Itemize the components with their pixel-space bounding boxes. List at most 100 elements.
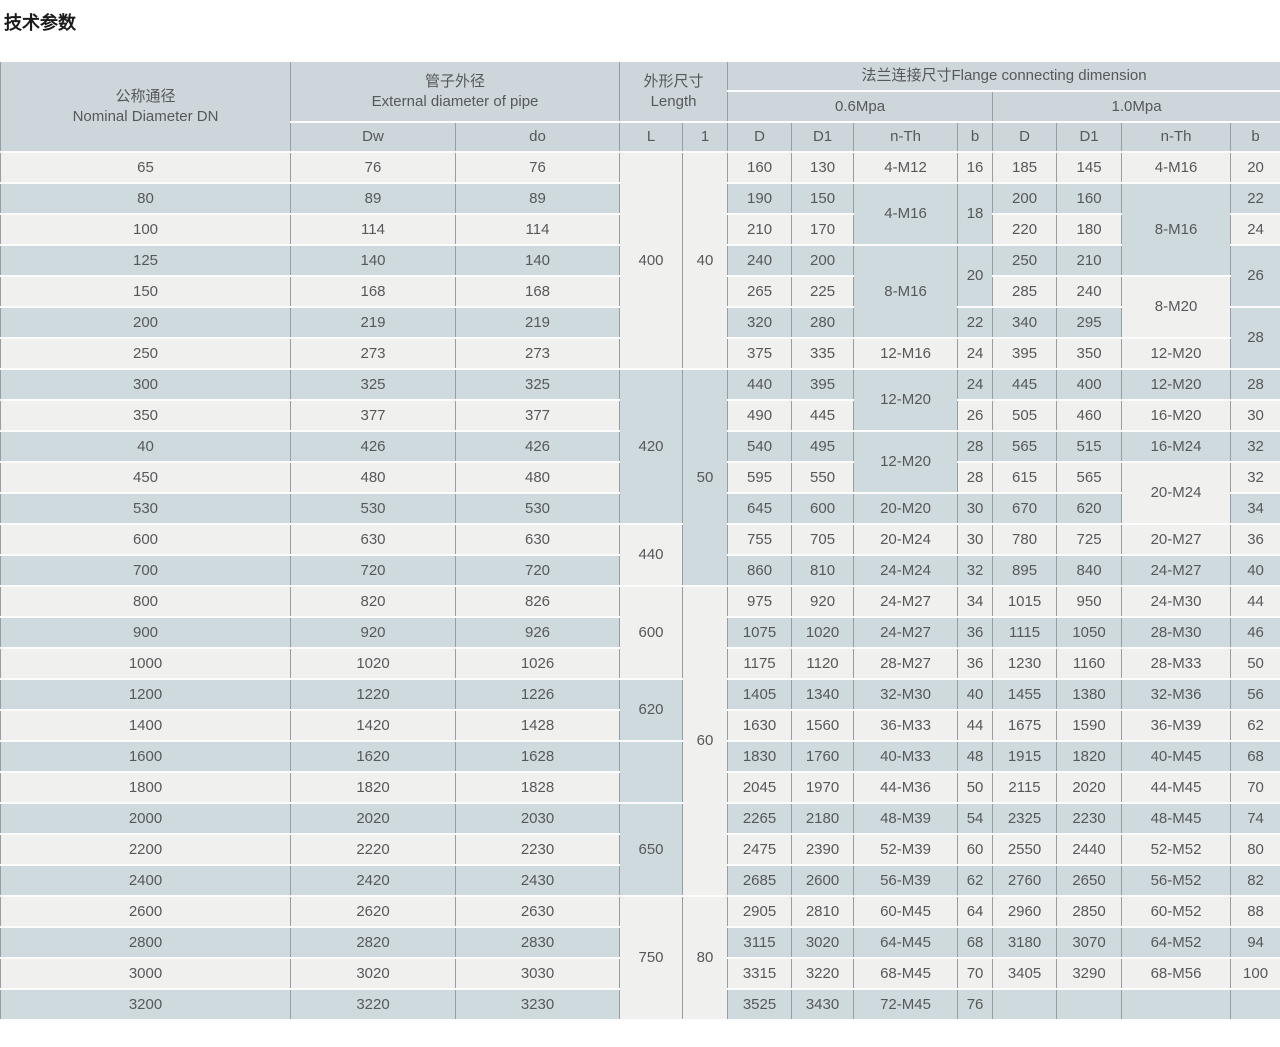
table-cell: 26 [958,400,993,431]
table-cell: 530 [456,493,620,524]
table-cell: 1600 [1,741,291,772]
table-cell: 225 [792,276,854,307]
table-cell: 44-M45 [1122,772,1231,803]
table-cell: 64-M52 [1122,927,1231,958]
table-cell: 3315 [728,958,792,989]
table-cell: 426 [456,431,620,462]
table-cell: 36 [1231,524,1280,555]
table-cell: 630 [456,524,620,555]
table-cell: 1075 [728,617,792,648]
table-cell: 1026 [456,648,620,679]
table-cell: 114 [456,214,620,245]
table-cell: 12-M20 [1122,369,1231,400]
table-cell: 1630 [728,710,792,741]
table-cell: 1340 [792,679,854,710]
header-col-do: do [456,122,620,152]
table-cell: 420 [620,369,683,524]
table-cell: 273 [291,338,456,369]
table-cell: 400 [1057,369,1122,400]
table-cell: 820 [291,586,456,617]
table-cell: 1455 [993,679,1057,710]
table-cell: 1830 [728,741,792,772]
table-cell: 89 [291,183,456,214]
table-cell: 2810 [792,896,854,927]
table-cell: 495 [792,431,854,462]
table-cell: 300 [1,369,291,400]
header-external-diameter: 管子外径 External diameter of pipe [291,61,620,122]
table-cell: 34 [958,586,993,617]
header-col-d-06: D [728,122,792,152]
table-cell: 2180 [792,803,854,834]
table-cell: 3220 [291,989,456,1020]
header-pressure-10mpa: 1.0Mpa [993,91,1280,122]
table-cell: 650 [620,803,683,896]
table-cell: 62 [958,865,993,896]
table-cell: 1400 [1,710,291,741]
table-cell: 2020 [1057,772,1122,803]
table-cell: 70 [958,958,993,989]
header-nominal-diameter: 公称通径 Nominal Diameter DN [1,61,291,152]
table-header: 公称通径 Nominal Diameter DN 管子外径 External d… [1,61,1280,152]
table-cell: 22 [1231,183,1280,214]
table-cell: 56-M39 [854,865,958,896]
table-cell: 1020 [291,648,456,679]
table-cell: 1800 [1,772,291,803]
table-cell: 975 [728,586,792,617]
table-cell: 30 [958,524,993,555]
table-cell: 68-M56 [1122,958,1231,989]
table-cell: 40-M45 [1122,741,1231,772]
table-cell: 595 [728,462,792,493]
table-cell: 28-M33 [1122,648,1231,679]
table-cell: 76 [456,152,620,183]
header-col-nth-10: n-Th [1122,122,1231,152]
table-cell: 32 [1231,462,1280,493]
table-cell: 32 [1231,431,1280,462]
table-cell: 1226 [456,679,620,710]
table-cell: 76 [958,989,993,1020]
table-cell: 3230 [456,989,620,1020]
table-cell: 16-M24 [1122,431,1231,462]
table-cell: 190 [728,183,792,214]
table-cell: 240 [1057,276,1122,307]
table-cell: 460 [1057,400,1122,431]
table-cell: 530 [1,493,291,524]
table-cell: 480 [456,462,620,493]
table-cell: 725 [1057,524,1122,555]
table-cell: 52-M39 [854,834,958,865]
table-cell: 219 [456,307,620,338]
table-cell: 44-M36 [854,772,958,803]
table-cell: 70 [1231,772,1280,803]
table-cell: 240 [728,245,792,276]
table-cell: 1120 [792,648,854,679]
table-cell: 56-M52 [1122,865,1231,896]
table-cell: 450 [1,462,291,493]
table-cell: 645 [728,493,792,524]
table-cell: 2475 [728,834,792,865]
table-cell: 2650 [1057,865,1122,896]
table-cell: 76 [291,152,456,183]
table-cell: 2550 [993,834,1057,865]
table-cell: 8-M16 [1122,183,1231,276]
table-cell: 720 [456,555,620,586]
table-cell: 1628 [456,741,620,772]
table-cell: 68-M45 [854,958,958,989]
table-cell: 20 [958,245,993,307]
table-cell: 160 [728,152,792,183]
table-cell: 219 [291,307,456,338]
table-cell: 4-M16 [1122,152,1231,183]
header-col-b-06: b [958,122,993,152]
table-cell: 65 [1,152,291,183]
table-cell: 700 [1,555,291,586]
table-cell: 530 [291,493,456,524]
table-cell: 56 [1231,679,1280,710]
table-cell: 2020 [291,803,456,834]
table-cell: 44 [958,710,993,741]
table-cell: 150 [1,276,291,307]
table-cell: 40 [958,679,993,710]
table-cell: 24 [958,338,993,369]
table-cell: 440 [620,524,683,586]
table-cell: 60 [958,834,993,865]
table-cell: 2620 [291,896,456,927]
